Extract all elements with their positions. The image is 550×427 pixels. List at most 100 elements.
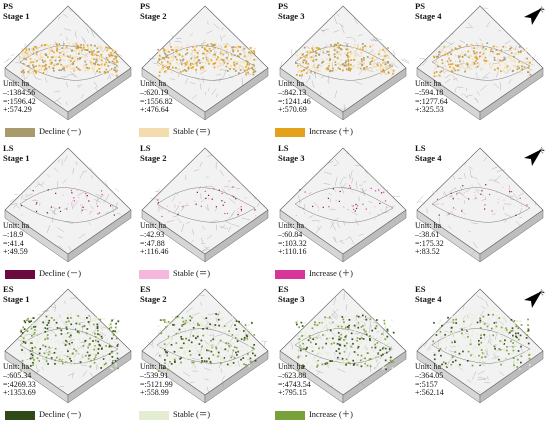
stable-value: =:5157 — [415, 379, 438, 389]
stable-value: =:1241.46 — [278, 96, 311, 106]
panel-prefix: ES — [415, 284, 426, 294]
terrain-map — [279, 288, 407, 404]
valley-outline — [294, 45, 394, 81]
decline-value: –:60.84 — [278, 229, 303, 239]
legend-label: Increase (＋) — [309, 269, 353, 278]
panel-title: ES Stage 3 — [278, 284, 305, 304]
north-arrow-icon: N — [518, 285, 548, 315]
legend-label: Stable (＝) — [173, 127, 210, 136]
terrain-map — [416, 5, 544, 121]
decline-value: –:18.9 — [3, 229, 24, 239]
change-patches — [434, 184, 528, 216]
area-stats: Unit: ha –:364.05 =:5157 +:562.14 — [415, 362, 444, 398]
valley-outline — [431, 45, 531, 81]
map-panel: LS Stage 3 Unit: ha –:60.84 =:103.32 +:110.16 — [275, 142, 412, 270]
change-patches — [157, 186, 257, 218]
panel-stage: Stage 4 — [415, 294, 442, 304]
stable-value: =:1556.82 — [140, 96, 173, 106]
area-stats: Unit: ha –:42.93 =:47.88 +:116.46 — [140, 221, 168, 257]
unit-label: Unit: ha — [278, 79, 304, 88]
stable-value: =:41.4 — [3, 238, 24, 248]
map-panel: ES Stage 1 Unit: ha –:605.34 =:4269.33 +:1353… — [0, 283, 137, 411]
panel-stage: Stage 2 — [140, 153, 167, 163]
panel-stage: Stage 3 — [278, 153, 305, 163]
terrain-relief — [4, 8, 123, 106]
panel-title: LS Stage 3 — [278, 143, 305, 163]
panel-stage: Stage 4 — [415, 11, 442, 21]
panel-prefix: PS — [140, 1, 151, 11]
legend-swatch — [139, 270, 169, 279]
legend-label: Decline (－) — [39, 410, 82, 419]
legend-swatch — [5, 270, 35, 279]
decline-value: –:594.18 — [415, 87, 444, 97]
map-panel: PS Stage 1 Unit: ha –:1384.56 =:1596.42 +:574… — [0, 0, 137, 128]
legend-swatch — [275, 128, 305, 137]
map-panel: LS Stage 1 Unit: ha –:18.9 =:41.4 +:49.59 — [0, 142, 137, 270]
stable-value: =:5121.99 — [140, 379, 173, 389]
unit-label: Unit: ha — [140, 79, 166, 88]
valley-outline — [19, 45, 119, 81]
terrain-map — [416, 147, 544, 263]
map-panel: ES Stage 2 Unit: ha –:539.91 =:5121.99 +:558.… — [137, 283, 274, 411]
stable-value: =:1277.64 — [415, 96, 448, 106]
change-patches — [295, 185, 393, 217]
unit-label: Unit: ha — [3, 221, 29, 230]
panel-stage: Stage 4 — [415, 153, 442, 163]
legend-label: Increase (＋) — [309, 410, 353, 419]
terrain-map — [4, 5, 132, 121]
map-panel: PS Stage 3 Unit: ha –:842.13 =:1241.46 +:570.… — [275, 0, 412, 128]
panel-title: ES Stage 4 — [415, 284, 442, 304]
panel-prefix: LS — [415, 143, 426, 153]
panel-stage: Stage 1 — [3, 153, 30, 163]
change-patches — [295, 314, 395, 371]
change-patches — [432, 313, 531, 370]
terrain-map — [141, 147, 269, 263]
area-stats: Unit: ha –:38.61 =:175.32 +:83.52 — [415, 221, 444, 257]
panel-prefix: ES — [278, 284, 289, 294]
area-stats: Unit: ha –:620.19 =:1556.82 +:476.64 — [140, 79, 173, 115]
terrain-map — [279, 147, 407, 263]
map-panel: ES Stage 4 Unit: ha –:364.05 =:5157 +:562.14 — [412, 283, 549, 411]
decline-value: –:1384.56 — [3, 87, 36, 97]
terrain-map — [4, 147, 132, 263]
change-patches — [20, 313, 120, 372]
legend-label: Stable (＝) — [173, 269, 210, 278]
panel-prefix: ES — [140, 284, 151, 294]
north-arrow-icon: N — [518, 143, 548, 173]
area-stats: Unit: ha –:594.18 =:1277.64 +:325.53 — [415, 79, 448, 115]
panel-title: LS Stage 1 — [3, 143, 30, 163]
panel-title: LS Stage 4 — [415, 143, 442, 163]
terrain-relief — [150, 154, 260, 252]
panel-prefix: PS — [415, 1, 426, 11]
unit-label: Unit: ha — [415, 221, 441, 230]
north-arrow-icon: N — [518, 2, 548, 32]
panel-prefix: LS — [3, 143, 14, 153]
change-patches — [157, 313, 257, 372]
legend-label: Increase (＋) — [309, 127, 353, 136]
unit-label: Unit: ha — [415, 79, 441, 88]
legend-swatch — [5, 128, 35, 137]
legend-swatch — [139, 411, 169, 420]
valley-outline — [19, 187, 119, 223]
increase-value: +:574.29 — [3, 105, 32, 115]
terrain-surface — [4, 147, 132, 255]
terrain-surface — [279, 147, 407, 255]
panel-prefix: ES — [3, 284, 14, 294]
area-stats: Unit: ha –:1384.56 =:1596.42 +:574.29 — [3, 79, 36, 115]
decline-value: –:623.88 — [278, 370, 307, 380]
terrain-surface — [416, 5, 544, 113]
increase-value: +:49.59 — [3, 247, 28, 257]
terrain-map — [4, 288, 132, 404]
north-label: N — [537, 288, 547, 298]
increase-value: +:562.14 — [415, 388, 444, 398]
increase-value: +:110.16 — [278, 247, 307, 257]
area-stats: Unit: ha –:623.88 =:4743.54 +:795.15 — [278, 362, 311, 398]
panel-stage: Stage 1 — [3, 11, 30, 21]
stable-value: =:4269.33 — [3, 379, 36, 389]
decline-value: –:539.91 — [140, 370, 169, 380]
panel-stage: Stage 3 — [278, 294, 305, 304]
terrain-surface — [416, 147, 544, 255]
panel-title: LS Stage 2 — [140, 143, 167, 163]
stable-value: =:4743.54 — [278, 379, 311, 389]
change-patches — [20, 42, 120, 77]
